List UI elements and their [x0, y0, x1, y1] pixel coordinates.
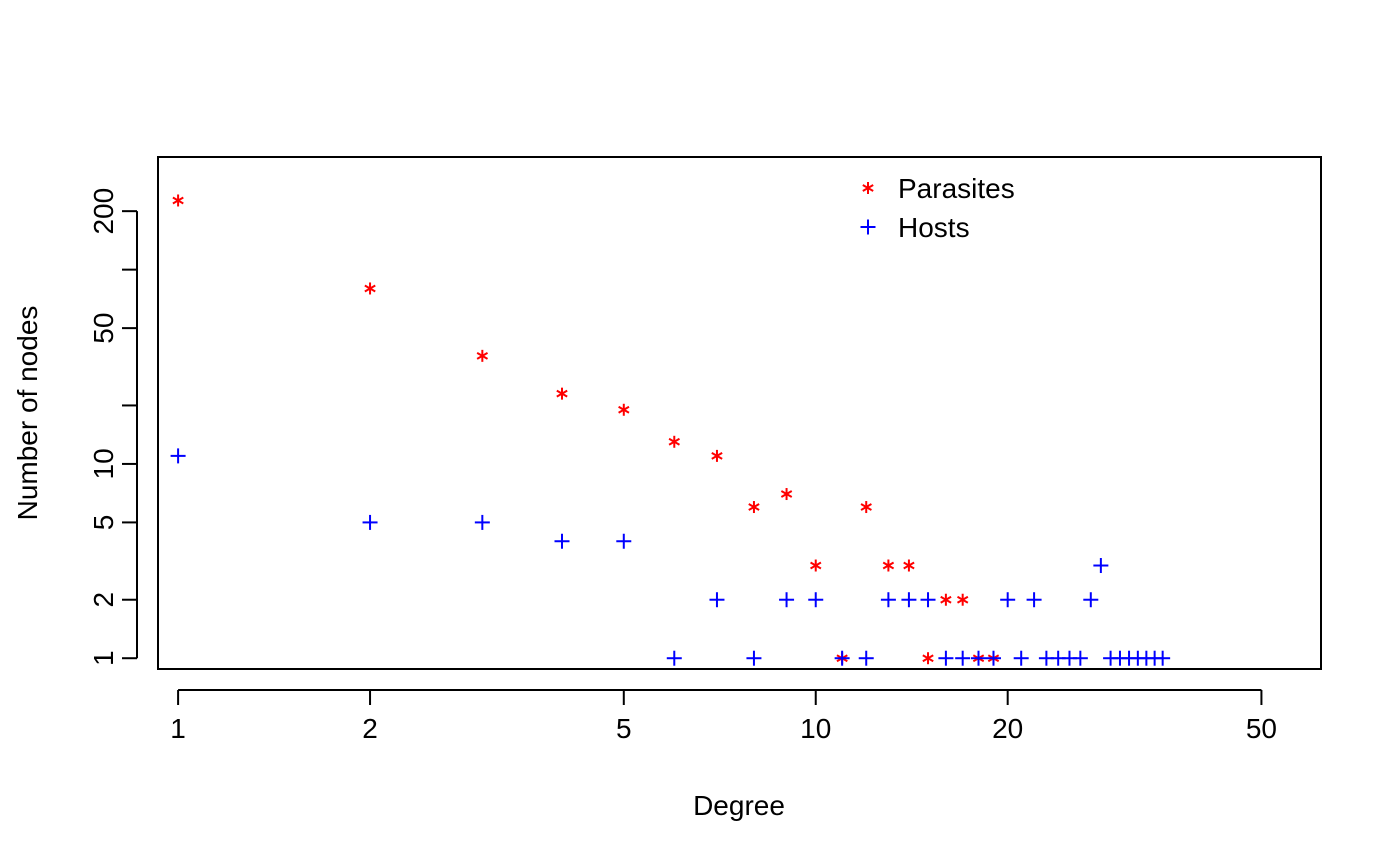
host-point: [1093, 558, 1109, 574]
host-point: [170, 448, 186, 464]
legend-label: Hosts: [898, 212, 970, 243]
y-tick-label: 1: [88, 650, 119, 666]
legend-item-parasites: Parasites: [862, 173, 1015, 204]
host-point: [1155, 650, 1171, 666]
y-tick-label: 50: [88, 313, 119, 344]
parasite-point: [940, 593, 952, 606]
host-point: [666, 650, 682, 666]
host-point: [971, 650, 987, 666]
parasite-point: [618, 403, 630, 416]
x-axis: 1 2 5 10 20 50: [170, 689, 1277, 744]
parasite-point: [882, 559, 895, 572]
parasite-point: [903, 559, 915, 572]
host-point: [1026, 592, 1042, 608]
host-point: [362, 514, 378, 530]
x-tick-label: 50: [1246, 713, 1277, 744]
y-tick-label: 10: [88, 448, 119, 479]
host-point: [1083, 592, 1099, 608]
host-point: [808, 592, 824, 608]
parasite-point: [172, 194, 184, 207]
y-axis-title: Number of nodes: [12, 306, 43, 521]
y-axis: 1 2 5 10 50 200: [88, 188, 138, 666]
host-point: [554, 533, 570, 549]
parasite-point: [780, 488, 793, 501]
x-tick-label: 2: [362, 713, 378, 744]
host-point: [938, 650, 954, 666]
parasite-point: [364, 282, 376, 295]
host-point: [880, 592, 896, 608]
x-tick-label: 1: [170, 713, 186, 744]
parasite-point: [556, 387, 568, 400]
host-point: [834, 650, 850, 666]
legend: Parasites Hosts: [860, 173, 1015, 243]
series-parasites: [172, 194, 1000, 665]
host-point: [955, 650, 971, 666]
legend-label: Parasites: [898, 173, 1015, 204]
legend-marker-parasites: [862, 182, 874, 194]
parasite-point: [668, 435, 680, 448]
host-point: [858, 650, 874, 666]
x-tick-label: 5: [616, 713, 632, 744]
host-point: [985, 650, 1001, 666]
host-point: [1013, 650, 1029, 666]
y-tick-label: 2: [88, 592, 119, 608]
parasite-point: [476, 349, 489, 362]
series-hosts: [170, 448, 1171, 666]
host-point: [901, 592, 917, 608]
data-points: [170, 194, 1171, 666]
host-point: [746, 650, 762, 666]
host-point: [1000, 592, 1016, 608]
x-axis-title: Degree: [693, 790, 785, 821]
host-point: [616, 533, 632, 549]
parasite-point: [860, 501, 872, 514]
host-point: [779, 592, 795, 608]
host-point: [709, 592, 725, 608]
y-tick-label: 200: [88, 188, 119, 235]
parasite-point: [810, 559, 822, 572]
legend-item-hosts: Hosts: [860, 212, 970, 243]
host-point: [474, 514, 490, 530]
parasite-point: [711, 449, 723, 462]
x-tick-label: 20: [992, 713, 1023, 744]
x-tick-label: 10: [800, 713, 831, 744]
plot-frame: [157, 156, 1322, 670]
parasite-point: [956, 593, 969, 606]
y-tick-label: 5: [88, 515, 119, 531]
host-point: [920, 592, 936, 608]
parasite-point: [748, 501, 760, 514]
legend-marker-hosts: [860, 219, 876, 235]
parasite-point: [922, 652, 934, 665]
host-point: [1072, 650, 1088, 666]
